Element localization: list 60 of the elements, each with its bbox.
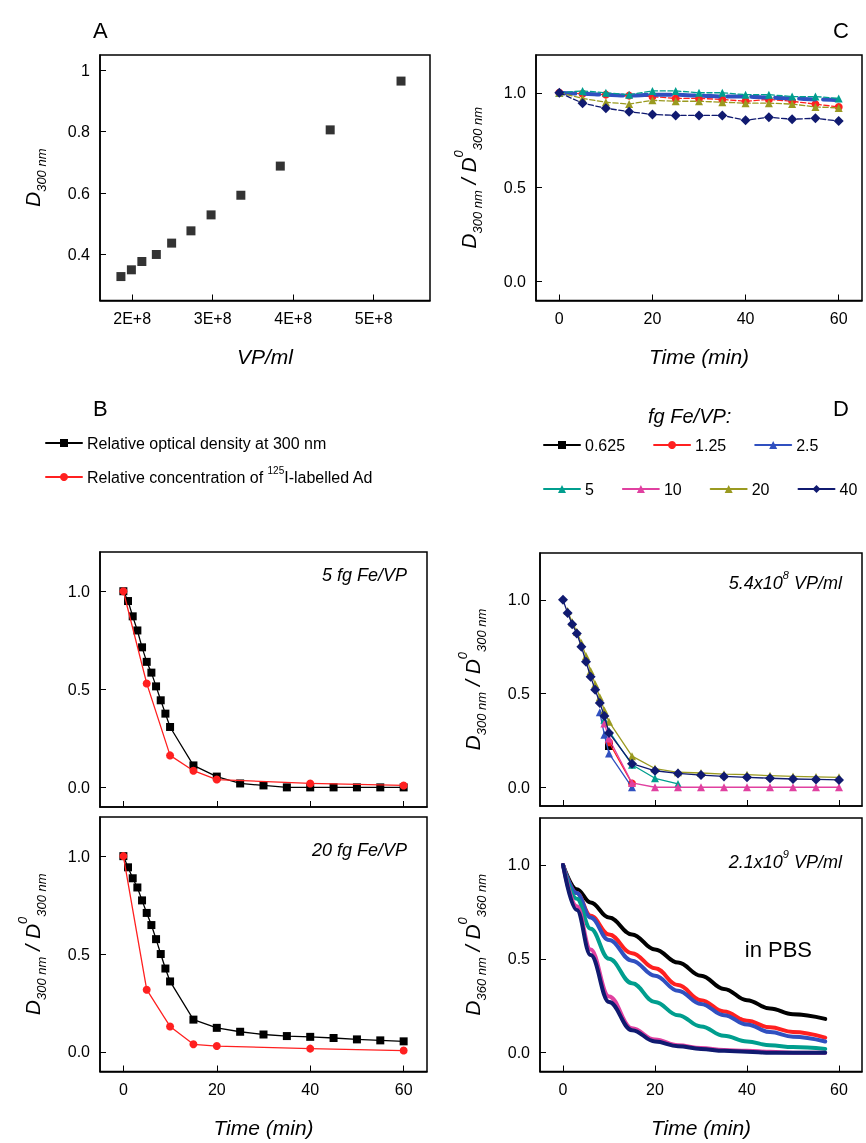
- y-tick-label: 1: [81, 61, 91, 79]
- y-axis-title: D300 nm / D0300 nm: [15, 873, 49, 1016]
- y-tick-label: 0.0: [67, 778, 91, 796]
- y-tick-label: 0.5: [67, 680, 91, 698]
- y-tick-label: 1.0: [67, 847, 91, 865]
- chart-title: B: [93, 395, 108, 421]
- legend-title: fg Fe/VP:: [648, 405, 732, 427]
- y-axis-title: D360 nm / D0360 nm: [455, 873, 489, 1016]
- x-tick-label: 2E+8: [113, 310, 152, 327]
- x-tick-label: 5E+8: [354, 310, 393, 327]
- legend-label: 10: [663, 480, 682, 498]
- x-tick-label: 0: [118, 1081, 128, 1098]
- legend-label: 0.625: [585, 436, 626, 454]
- x-tick-label: 40: [736, 310, 755, 327]
- x-tick-label: 3E+8: [193, 310, 232, 327]
- y-tick-label: 1.0: [507, 591, 531, 609]
- x-axis-title: Time (min): [213, 1116, 314, 1139]
- y-tick-label: 1.0: [507, 856, 531, 874]
- legend-label: 5: [585, 480, 594, 498]
- chart-title: C: [833, 17, 850, 43]
- y-axis-title: D300 nm / D0300 nm: [455, 608, 489, 751]
- x-tick-label: 20: [207, 1081, 226, 1098]
- y-axis-title: D300 nm: [20, 148, 49, 208]
- y-tick-label: 0.5: [503, 178, 527, 196]
- legend-label: 40: [839, 480, 858, 498]
- x-axis-title: VP/ml: [236, 345, 295, 368]
- x-tick-label: 20: [643, 310, 662, 327]
- y-axis-title: D300 nm / D0300 nm: [451, 106, 485, 249]
- x-tick-label: 40: [738, 1081, 756, 1098]
- x-tick-label: 0: [558, 1081, 568, 1098]
- y-tick-label: 1.0: [503, 84, 527, 102]
- annotation: in PBS: [744, 936, 813, 962]
- legend-label: Relative optical density at 300 nm: [87, 434, 327, 452]
- y-tick-label: 0.4: [67, 245, 91, 263]
- annotation: 5 fg Fe/VP: [321, 565, 407, 585]
- y-tick-label: 1.0: [67, 582, 91, 600]
- legend-label: 20: [751, 480, 770, 498]
- chart-title: D: [833, 395, 849, 421]
- y-tick-label: 0.0: [507, 778, 531, 796]
- x-tick-label: 60: [830, 1081, 848, 1098]
- annotation: 20 fg Fe/VP: [310, 840, 408, 860]
- legend-label: 1.25: [695, 436, 727, 454]
- legend-label: 2.5: [796, 436, 819, 454]
- x-axis-title: Time (min): [648, 345, 750, 368]
- x-tick-label: 40: [301, 1081, 320, 1098]
- y-tick-label: 0.5: [507, 685, 531, 703]
- x-tick-label: 60: [829, 310, 848, 327]
- chart-title: A: [93, 17, 108, 43]
- x-tick-label: 20: [646, 1081, 664, 1098]
- x-tick-label: 60: [394, 1081, 413, 1098]
- y-tick-label: 0.0: [503, 273, 527, 291]
- y-tick-label: 0.5: [67, 945, 91, 963]
- y-tick-label: 0.0: [507, 1044, 531, 1062]
- y-tick-label: 0.5: [507, 950, 531, 968]
- x-tick-label: 4E+8: [274, 310, 313, 327]
- y-tick-label: 0.0: [67, 1043, 91, 1061]
- y-tick-label: 0.8: [67, 123, 91, 141]
- x-tick-label: 0: [554, 310, 564, 327]
- x-axis-title: Time (min): [650, 1116, 752, 1139]
- y-tick-label: 0.6: [67, 184, 91, 202]
